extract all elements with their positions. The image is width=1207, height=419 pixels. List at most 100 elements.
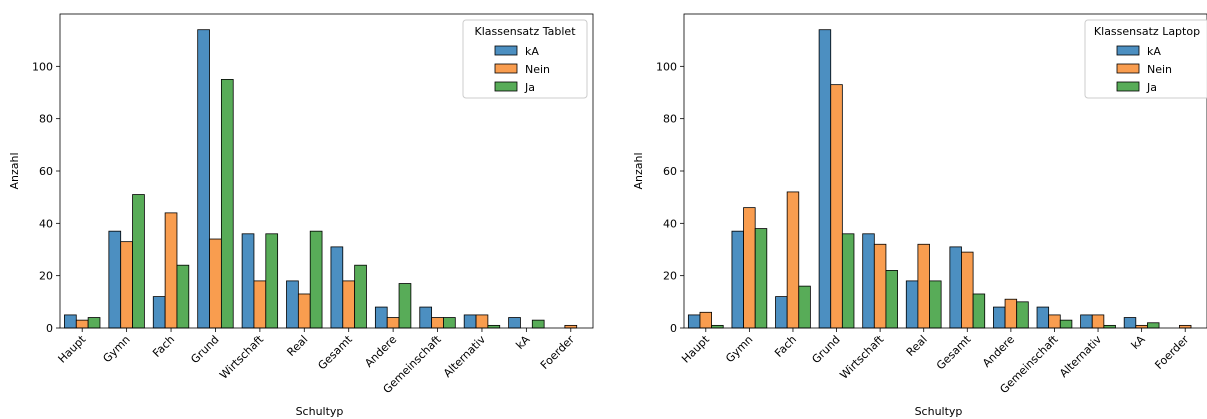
x-axis-label: Schultyp — [915, 405, 963, 418]
x-tick-label-real: Real — [284, 333, 310, 359]
bar-ka-grund — [818, 29, 832, 329]
y-tick-label: 80 — [39, 113, 53, 126]
bar-ka-fach — [775, 296, 788, 329]
bar-ja-real — [929, 280, 942, 329]
bar-nein-andere — [1004, 298, 1018, 329]
y-axis-label: Anzahl — [8, 152, 21, 189]
bar-nein-fach — [164, 212, 178, 329]
y-tick-label: 100 — [656, 60, 677, 73]
bar-ka-alternativ — [463, 314, 477, 329]
bar-nein-real — [297, 293, 311, 329]
bar-nein-grund — [209, 238, 222, 329]
legend-swatch-nein — [494, 63, 518, 74]
bar-ja-gemeinschaft — [1059, 319, 1073, 329]
x-tick-label-fach: Fach — [772, 333, 799, 360]
bar-nein-fach — [786, 191, 800, 329]
bar-ka-ka — [1123, 317, 1137, 329]
x-tick-label-gymn: Gymn — [723, 333, 755, 365]
legend-swatch-ka — [1116, 45, 1140, 56]
y-axis-label: Anzahl — [632, 152, 645, 189]
x-tick-label-haupt: Haupt — [679, 332, 712, 365]
x-tick-label-alternativ: Alternativ — [1057, 333, 1104, 380]
legend-entry-ja: Ja — [524, 81, 535, 94]
x-tick-label-alternativ: Alternativ — [441, 333, 488, 380]
legend-entry-ja: Ja — [1146, 81, 1157, 94]
x-tick-label-haupt: Haupt — [56, 332, 89, 365]
x-tick-label-real: Real — [904, 333, 930, 359]
chart-klassensatz-laptop: 0 20 40 60 80 100 Haupt Gymn Fach GrundWirtschaft… — [632, 13, 1207, 418]
y-tick-label: 20 — [39, 270, 53, 283]
x-tick-label-wirtschaft: Wirtschaft — [837, 332, 886, 381]
y-tick-label: 0 — [670, 322, 677, 335]
bar-ka-real — [905, 280, 919, 329]
x-tick-label-gesamt: Gesamt — [934, 332, 974, 372]
bar-ja-gymn — [754, 228, 768, 329]
y-axis: 0 20 40 60 80 100 — [32, 60, 60, 335]
bar-ka-gymn — [731, 230, 744, 329]
bar-ja-gesamt — [972, 293, 986, 329]
y-tick-label: 60 — [663, 165, 677, 178]
bar-ja-gemeinschaft — [443, 317, 456, 329]
bar-ka-alternativ — [1080, 314, 1093, 329]
bar-ja-wirtschaft — [885, 270, 898, 329]
y-axis: 0 20 40 60 80 100 — [656, 60, 684, 335]
bar-ka-grund — [197, 29, 210, 329]
bar-nein-gymn — [743, 207, 756, 329]
legend-entry-ka: kA — [525, 45, 539, 58]
legend: Klassensatz Laptop kA Nein Ja — [1084, 19, 1207, 99]
bar-ja-ka — [1147, 322, 1160, 329]
bar-nein-wirtschaft — [253, 280, 267, 329]
bars — [64, 29, 578, 329]
bar-nein-gymn — [120, 241, 133, 329]
legend-entry-nein: Nein — [525, 63, 550, 76]
x-tick-label-fach: Fach — [150, 333, 177, 360]
legend-swatch-ka — [494, 45, 518, 56]
bar-ka-gesamt — [330, 246, 344, 329]
legend-title: Klassensatz Laptop — [1094, 25, 1200, 38]
bar-ka-gemeinschaft — [1036, 306, 1050, 329]
legend-swatch-ja — [1116, 81, 1140, 92]
bar-ja-grund — [841, 233, 855, 329]
bar-nein-gesamt — [342, 280, 356, 329]
bar-ja-fach — [176, 264, 190, 329]
bar-ka-andere — [993, 306, 1006, 329]
legend-entry-ka: kA — [1147, 45, 1161, 58]
bar-nein-haupt — [699, 311, 712, 329]
x-tick-label-ka: kA — [513, 333, 532, 352]
bar-nein-alternativ — [475, 314, 489, 329]
bar-ja-grund — [220, 79, 234, 329]
y-tick-label: 0 — [46, 322, 53, 335]
bar-ka-real — [286, 280, 299, 329]
bar-ja-wirtschaft — [265, 233, 279, 329]
bar-ka-gymn — [108, 230, 122, 329]
legend-box — [462, 19, 588, 99]
x-tick-label-foerder: Foerder — [1152, 333, 1191, 372]
bars — [687, 29, 1192, 329]
y-tick-label: 60 — [39, 165, 53, 178]
chart-klassensatz-tablet: 0 20 40 60 80 100 Haupt Gymn Fach GrundWirtschaft… — [8, 13, 594, 418]
legend-swatch-ja — [494, 81, 518, 92]
bar-ka-haupt — [64, 314, 77, 329]
x-axis-label: Schultyp — [296, 405, 344, 418]
bar-ja-ka — [531, 319, 545, 329]
x-tick-label-gymn: Gymn — [100, 333, 132, 365]
x-tick-label-andere: Andere — [362, 333, 399, 370]
bar-nein-gemeinschaft — [431, 317, 444, 329]
x-tick-label-andere: Andere — [980, 333, 1017, 370]
bar-nein-gemeinschaft — [1048, 314, 1061, 329]
x-tick-label-foerder: Foerder — [538, 333, 577, 372]
y-tick-label: 20 — [663, 270, 677, 283]
y-tick-label: 100 — [32, 60, 53, 73]
x-tick-label-grund: Grund — [188, 333, 221, 366]
bar-ja-fach — [798, 285, 811, 329]
bar-ja-haupt — [87, 317, 101, 329]
x-tick-label-grund: Grund — [809, 333, 842, 366]
bar-ja-real — [309, 230, 323, 329]
bar-ka-andere — [374, 306, 388, 329]
legend-title: Klassensatz Tablet — [474, 25, 576, 38]
bar-nein-alternativ — [1091, 314, 1105, 329]
bar-ka-haupt — [687, 314, 701, 329]
y-tick-label: 40 — [39, 217, 53, 230]
